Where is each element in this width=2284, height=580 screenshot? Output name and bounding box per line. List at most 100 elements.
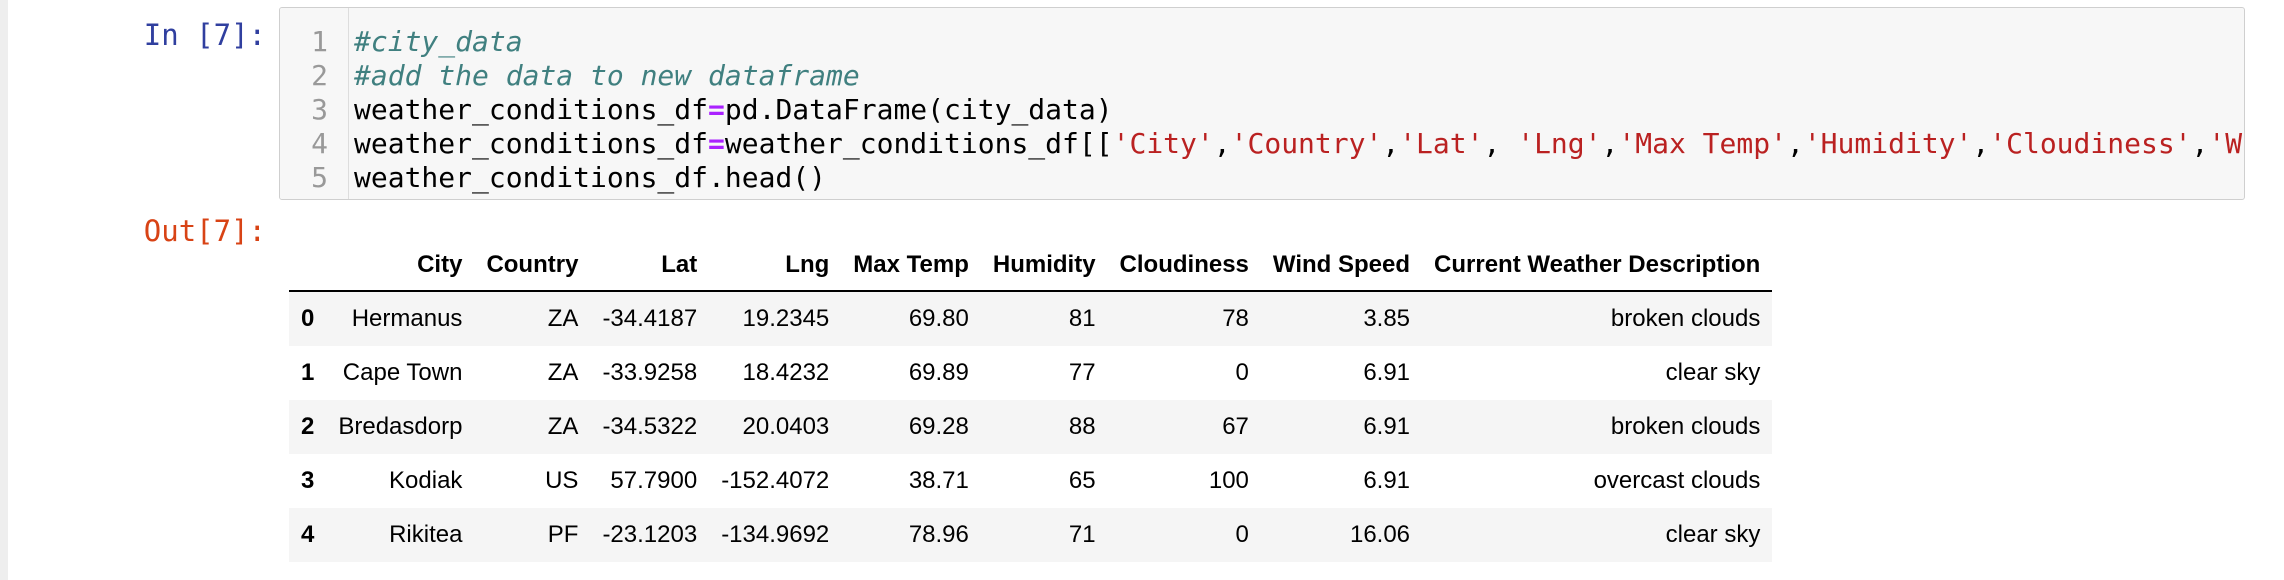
line-number: 2 (311, 59, 328, 92)
table-row: 3 Kodiak US 57.7900 -152.4072 38.71 65 1… (289, 454, 1772, 508)
cell-lng: -134.9692 (721, 521, 830, 548)
string-literal: 'Lat' (1399, 127, 1484, 160)
column-header: Max Temp (841, 240, 981, 292)
cell-city: Bredasdorp (338, 413, 463, 440)
code-token: , (2191, 127, 2209, 160)
output-prompt: Out[7]: (143, 214, 266, 248)
cell-description: clear sky (1665, 521, 1761, 548)
cell-city: Cape Town (342, 359, 463, 386)
table-header-row: City Country Lat Lng Max Temp Humidity C… (289, 240, 1773, 292)
code-line: #add the data to new dataframe (354, 59, 860, 93)
line-number: 4 (311, 127, 328, 160)
string-literal: 'Cloudiness' (1989, 127, 2192, 160)
string-literal: 'City' (1112, 127, 1214, 160)
cell-max-temp: 69.28 (908, 413, 969, 440)
string-literal: 'Country' (1230, 127, 1383, 160)
input-prompt: In [7]: (143, 18, 266, 52)
string-literal: 'Humidity' (1803, 127, 1973, 160)
line-number-gutter: 1 2 3 4 5 (280, 8, 349, 199)
cell-max-temp: 78.96 (908, 521, 969, 548)
row-index: 3 (301, 467, 315, 494)
cell-country: ZA (547, 413, 579, 440)
code-token: weather_conditions_df[[ (724, 127, 1113, 160)
assign-operator: = (708, 127, 725, 160)
cell-cloudiness: 0 (1235, 521, 1249, 548)
string-literal: 'W (2208, 127, 2243, 160)
code-token: weather_conditions_df (354, 127, 709, 160)
code-token: , (1972, 127, 1990, 160)
column-header (289, 240, 327, 292)
assign-operator: = (708, 93, 725, 126)
cell-wind-speed: 6.91 (1363, 467, 1411, 494)
cell-lng: 18.4232 (742, 359, 830, 386)
cell-lat: -23.1203 (602, 521, 698, 548)
cell-max-temp: 38.71 (908, 467, 969, 494)
code-token: , (1483, 127, 1518, 160)
cell-wind-speed: 6.91 (1363, 413, 1411, 440)
cell-country: US (545, 467, 579, 494)
code-line: weather_conditions_df=weather_conditions… (354, 127, 2242, 161)
cell-humidity: 65 (1068, 467, 1096, 494)
code-token: weather_conditions_df (354, 93, 709, 126)
column-header: Lng (709, 240, 842, 292)
row-index: 0 (301, 305, 315, 332)
cell-lat: -34.4187 (602, 305, 698, 332)
cell-city: Kodiak (389, 467, 463, 494)
cell-lng: 20.0403 (742, 413, 830, 440)
cell-wind-speed: 3.85 (1363, 305, 1411, 332)
notebook-left-rail (0, 0, 8, 580)
cell-city: Rikitea (389, 521, 463, 548)
cell-humidity: 88 (1068, 413, 1096, 440)
cell-cloudiness: 100 (1208, 467, 1249, 494)
column-header: Lat (590, 240, 710, 292)
cell-lng: -152.4072 (721, 467, 830, 494)
string-literal: 'Max Temp' (1618, 127, 1787, 160)
row-index: 1 (301, 359, 315, 386)
column-header: Humidity (980, 240, 1108, 292)
column-header: Current Weather Description (1422, 240, 1773, 292)
cell-cloudiness: 78 (1222, 305, 1249, 332)
cell-description: clear sky (1665, 359, 1761, 386)
row-index: 4 (301, 521, 315, 548)
code-token: weather_conditions_df.head() (354, 161, 827, 194)
cell-description: broken clouds (1610, 305, 1761, 332)
code-line: weather_conditions_df=pd.DataFrame(city_… (354, 93, 1113, 127)
cell-humidity: 77 (1068, 359, 1096, 386)
row-index: 2 (301, 413, 315, 440)
column-header: City (326, 240, 475, 292)
cell-lat: 57.7900 (610, 467, 698, 494)
cell-cloudiness: 67 (1222, 413, 1249, 440)
code-comment: #city_data (354, 25, 523, 58)
code-line: weather_conditions_df.head() (354, 161, 826, 195)
cell-lat: -34.5322 (602, 413, 698, 440)
code-token: , (1601, 127, 1619, 160)
code-cell-editor[interactable]: 1 2 3 4 5 #city_data #add the data to ne… (279, 7, 2245, 200)
cell-max-temp: 69.89 (908, 359, 969, 386)
table-row: 4 Rikitea PF -23.1203 -134.9692 78.96 71… (289, 508, 1773, 562)
line-number: 3 (311, 93, 328, 126)
cell-description: overcast clouds (1593, 467, 1761, 494)
cell-description: broken clouds (1610, 413, 1761, 440)
table-row: 0 Hermanus ZA -34.4187 19.2345 69.80 81 … (289, 291, 1773, 346)
column-header: Cloudiness (1107, 240, 1261, 292)
cell-cloudiness: 0 (1235, 359, 1249, 386)
code-comment: #add the data to new dataframe (354, 59, 860, 92)
line-number: 5 (311, 161, 328, 194)
code-line: #city_data (354, 25, 523, 59)
table-row: 2 Bredasdorp ZA -34.5322 20.0403 69.28 8… (289, 400, 1773, 454)
code-token: pd.DataFrame(city_data) (724, 93, 1113, 126)
cell-country: ZA (547, 305, 579, 332)
line-number: 1 (311, 25, 328, 58)
code-token: , (1213, 127, 1231, 160)
cell-humidity: 71 (1068, 521, 1096, 548)
cell-lat: -33.9258 (602, 359, 698, 386)
code-token: , (1786, 127, 1804, 160)
cell-city: Hermanus (351, 305, 463, 332)
column-header: Wind Speed (1260, 240, 1423, 292)
cell-country: PF (547, 521, 579, 548)
dataframe-table: City Country Lat Lng Max Temp Humidity C… (289, 240, 1773, 562)
column-header: Country (474, 240, 591, 292)
cell-max-temp: 69.80 (908, 305, 969, 332)
cell-country: ZA (547, 359, 579, 386)
cell-humidity: 81 (1068, 305, 1096, 332)
